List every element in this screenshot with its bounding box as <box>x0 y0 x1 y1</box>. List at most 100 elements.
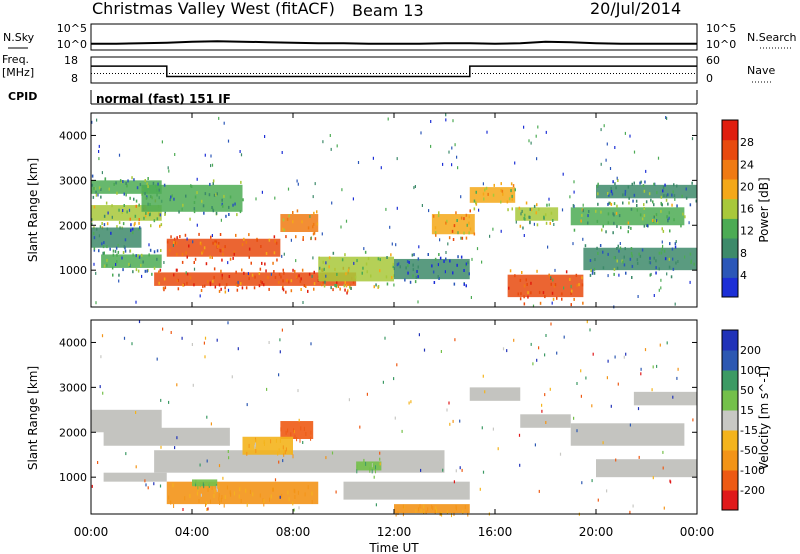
velocity-cell <box>638 455 640 459</box>
power-cell <box>430 120 432 123</box>
velocity-cell <box>442 468 444 472</box>
power-cell <box>236 288 239 292</box>
power-cell <box>438 211 440 215</box>
power-cell <box>152 181 155 185</box>
power-cell <box>548 273 550 277</box>
power-cell <box>610 189 613 193</box>
power-cell <box>335 284 338 287</box>
power-cell <box>455 211 457 215</box>
power-cell <box>281 286 284 290</box>
power-cell <box>652 219 654 222</box>
power-cell <box>523 284 526 288</box>
velocity-cell <box>211 485 213 490</box>
power-cell <box>636 208 638 212</box>
power-cell <box>552 297 555 301</box>
power-cell <box>120 180 123 184</box>
power-cell <box>550 211 553 215</box>
power-cell <box>282 268 284 272</box>
velocity-cell <box>356 469 358 474</box>
power-cell <box>130 223 132 227</box>
power-cell <box>434 257 437 261</box>
power-cell <box>138 203 140 207</box>
power-cell <box>613 202 616 206</box>
power-cell <box>163 261 165 264</box>
colorbar-tick-label: -100 <box>740 464 765 477</box>
power-cell <box>413 253 415 257</box>
power-cell <box>296 179 298 183</box>
power-cell <box>159 224 161 228</box>
power-cell <box>242 198 244 202</box>
power-cell <box>418 245 420 249</box>
power-cell <box>438 277 440 280</box>
velocity-cell <box>530 342 532 346</box>
power-cell <box>632 199 634 203</box>
power-cell <box>108 187 110 191</box>
power-cell <box>209 283 212 287</box>
velocity-cell <box>168 400 170 404</box>
velocity-cell <box>285 430 287 435</box>
power-cell <box>520 292 522 296</box>
velocity-cell <box>282 459 284 463</box>
power-cell <box>433 281 436 284</box>
power-cell <box>630 251 633 255</box>
freq-label: Freq. <box>2 53 29 66</box>
velocity-cell <box>254 444 256 449</box>
velocity-cell <box>423 504 425 509</box>
power-cell <box>182 283 184 287</box>
power-cell <box>260 280 262 283</box>
freq-unit: [MHz] <box>2 66 34 79</box>
power-cell <box>519 224 522 228</box>
velocity-cell <box>659 343 661 347</box>
velocity-cell <box>375 465 376 470</box>
power-cell <box>526 283 528 286</box>
power-cell <box>645 169 647 173</box>
velocity-cell <box>591 404 593 408</box>
velocity-cell <box>172 483 174 488</box>
power-cell <box>215 211 218 215</box>
power-cell <box>313 270 315 274</box>
power-cell <box>193 261 195 264</box>
x-tick-label: 00:00 <box>74 525 109 539</box>
power-cell <box>216 245 219 248</box>
power-cell <box>466 223 468 227</box>
power-cell <box>286 217 289 221</box>
power-cell <box>98 157 100 161</box>
power-cell <box>216 192 218 196</box>
power-cell <box>392 265 394 269</box>
power-cell <box>105 201 108 205</box>
power-cell <box>253 286 256 290</box>
power-cell <box>343 284 346 288</box>
power-cell <box>95 190 97 194</box>
power-cell <box>134 214 137 218</box>
power-cell <box>405 266 407 270</box>
power-cell <box>330 286 332 290</box>
power-cell <box>655 213 658 217</box>
power-cell <box>655 259 657 263</box>
power-cell <box>605 158 607 162</box>
velocity-cell <box>446 510 448 515</box>
power-cell <box>519 278 522 282</box>
velocity-cell <box>138 320 141 324</box>
power-cell <box>129 217 131 221</box>
power-cell <box>138 218 140 221</box>
velocity-cell <box>144 479 146 483</box>
power-cell <box>352 280 355 284</box>
velocity-cell <box>310 342 312 346</box>
power-cell <box>147 202 149 206</box>
power-cell <box>454 143 456 147</box>
power-cell <box>650 272 652 276</box>
power-cell <box>561 292 563 296</box>
power-cell <box>348 282 350 286</box>
velocity-cell <box>559 452 562 456</box>
power-cell <box>129 249 132 253</box>
power-cell <box>521 271 523 274</box>
power-cell <box>102 251 104 255</box>
power-cell <box>548 203 550 207</box>
power-cell <box>133 178 135 182</box>
power-cell <box>616 247 618 250</box>
power-cell <box>396 263 399 267</box>
velocity-cell <box>365 461 367 466</box>
velocity-cell <box>249 489 251 494</box>
power-cell <box>132 253 134 257</box>
velocity-cell <box>576 382 578 385</box>
